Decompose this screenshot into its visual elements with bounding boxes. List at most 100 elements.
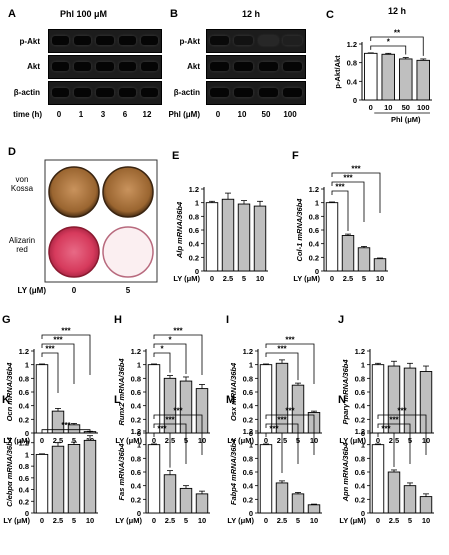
blot-a-actin [48,81,162,105]
y-label-g: Ocn mRNA/36b4 [5,362,14,422]
blot-a-actin-band-4 [141,88,159,97]
y-tick-label-m-3: 0.6 [243,468,253,477]
y-tick-label-n-0: 0 [361,509,365,518]
chart-c-title: 12 h [388,6,406,16]
alizarin-well-5 [102,226,154,278]
x-tick-label-c-3: 100 [417,103,430,112]
y-tick-label-m-5: 1 [249,441,253,450]
staining-image [44,159,158,283]
x-tick-label-f-1: 2.5 [343,274,353,283]
blot-b-actin [206,81,306,105]
y-tick-label-c-2: 0.8 [347,59,357,68]
bar-e-3 [253,205,267,272]
y-tick-label-j-3: 0.6 [355,388,365,397]
x-tick-label-n-3: 10 [422,516,430,525]
y-tick-label-f-5: 1 [315,199,319,208]
y-tick-label-k-1: 0.2 [19,497,29,506]
y-tick-label-h-5: 1 [137,361,141,370]
y-tick-label-f-3: 0.6 [309,226,319,235]
y-tick-label-g-2: 0.4 [19,402,30,411]
blot-b-akt-band-1 [234,62,254,71]
x-tick-label-k-0: 0 [40,516,44,525]
blot-a-akt-band-1 [74,62,92,71]
y-tick-label-g-1: 0.2 [19,415,29,424]
sig-label-f-0: *** [351,165,361,174]
panel-a-title: Phl 100 μM [60,9,108,19]
bar-f-1 [341,235,355,272]
x-tick-label-g-1: 2.5 [53,436,63,445]
bar-l-2 [179,487,193,514]
blot-b-actin-band-0 [209,88,229,97]
blot-a-pakt-band-3 [118,36,136,45]
x-label-m: LY (μM) [227,516,254,525]
y-tick-label-f-0: 0 [315,267,319,276]
y-label-i: Osx mRNA/36b4 [229,362,238,421]
x-tick-label-c-0: 0 [369,103,373,112]
sig-label-h-2: * [160,345,164,354]
bar-n-3 [419,496,433,514]
y-tick-label-j-1: 0.2 [355,415,365,424]
blot-a-pakt-band-0 [51,36,69,45]
y-tick-label-c-3: 1.2 [347,40,357,49]
sig-bracket-f-1 [331,181,365,222]
x-tick-label-f-0: 0 [330,274,334,283]
y-tick-label-n-2: 0.4 [355,482,366,491]
y-tick-label-i-6: 1.2 [243,347,253,356]
bar-e-0 [205,202,219,272]
chart-f: F 0 0.2 0.4 0.6 0.8 1 1.2 Col-1 mRNA/36b4 0 2.5 5 10… [292,150,388,283]
x-tick-label-c-2: 50 [402,103,410,112]
panel-a-lane-0: 0 [56,110,62,119]
y-tick-label-j-0: 0 [361,429,365,438]
y-tick-label-f-2: 0.4 [309,240,320,249]
y-tick-label-l-4: 0.8 [131,454,141,463]
x-tick-label-e-2: 5 [242,274,246,283]
y-tick-label-e-0: 0 [195,267,199,276]
panel-letter-h: H [114,314,122,326]
y-label-j: Pparγ mRNA/36b4 [341,359,350,425]
sig-bracket-m-1 [265,423,299,464]
sig-bracket-m-0 [265,414,315,455]
sig-label-m-0: *** [285,407,295,416]
y-tick-label-h-1: 0.2 [131,415,141,424]
x-tick-label-k-2: 5 [72,516,76,525]
y-tick-label-c-1: 0.4 [347,77,358,86]
bar-l-1 [163,474,177,514]
panel-d-lane-1: 5 [125,286,131,295]
sig-bracket-l-1 [153,423,187,464]
sig-bracket-i-1 [265,352,299,381]
sig-label-l-1: *** [165,416,175,425]
panel-a-row-0: p-Akt [19,37,40,46]
blot-a-actin-band-1 [74,88,92,97]
blot-b-pakt-band-2 [258,36,278,45]
bar-m-2 [291,493,305,514]
y-tick-label-e-5: 1 [195,199,199,208]
blot-a-akt-band-0 [51,62,69,71]
y-tick-label-h-2: 0.4 [131,402,142,411]
y-tick-label-e-1: 0.2 [189,253,199,262]
sig-bracket-h-2 [153,352,171,373]
blot-a-actin-band-2 [96,88,114,97]
panel-letter-f: F [292,150,299,162]
bar-n-2 [403,485,417,514]
chart-m: M 0 0.2 0.4 0.6 0.8 1 1.2 Fabp4 mRNA/36b4 0 2.5 5 10… [226,394,322,525]
x-tick-label-g-0: 0 [40,436,44,445]
chart-n: N 0 0.2 0.4 0.6 0.8 1 1.2 Apn mRNA/36b4 0 2.5 5 10 LY… [338,394,434,525]
sig-label-c-0: ** [394,29,401,38]
y-tick-label-k-2: 0.4 [19,486,30,495]
bar-f-3 [373,258,387,272]
sig-label-f-2: *** [335,183,345,192]
alizarin-well-0 [48,226,100,278]
y-label-l: Fas mRNA/36b4 [117,443,126,501]
blot-b-pakt-band-0 [209,36,229,45]
sig-bracket-f-2 [331,190,349,231]
y-tick-label-m-1: 0.2 [243,495,253,504]
panel-a-lane-4: 12 [142,110,152,119]
y-tick-label-k-0: 0 [25,509,29,518]
blot-b-pakt [206,29,306,53]
y-tick-label-i-3: 0.6 [243,388,253,397]
bar-c-1 [381,53,396,101]
y-label-k: C/ebpα mRNA/36b4 [5,436,14,506]
x-label-l: LY (μM) [115,516,142,525]
